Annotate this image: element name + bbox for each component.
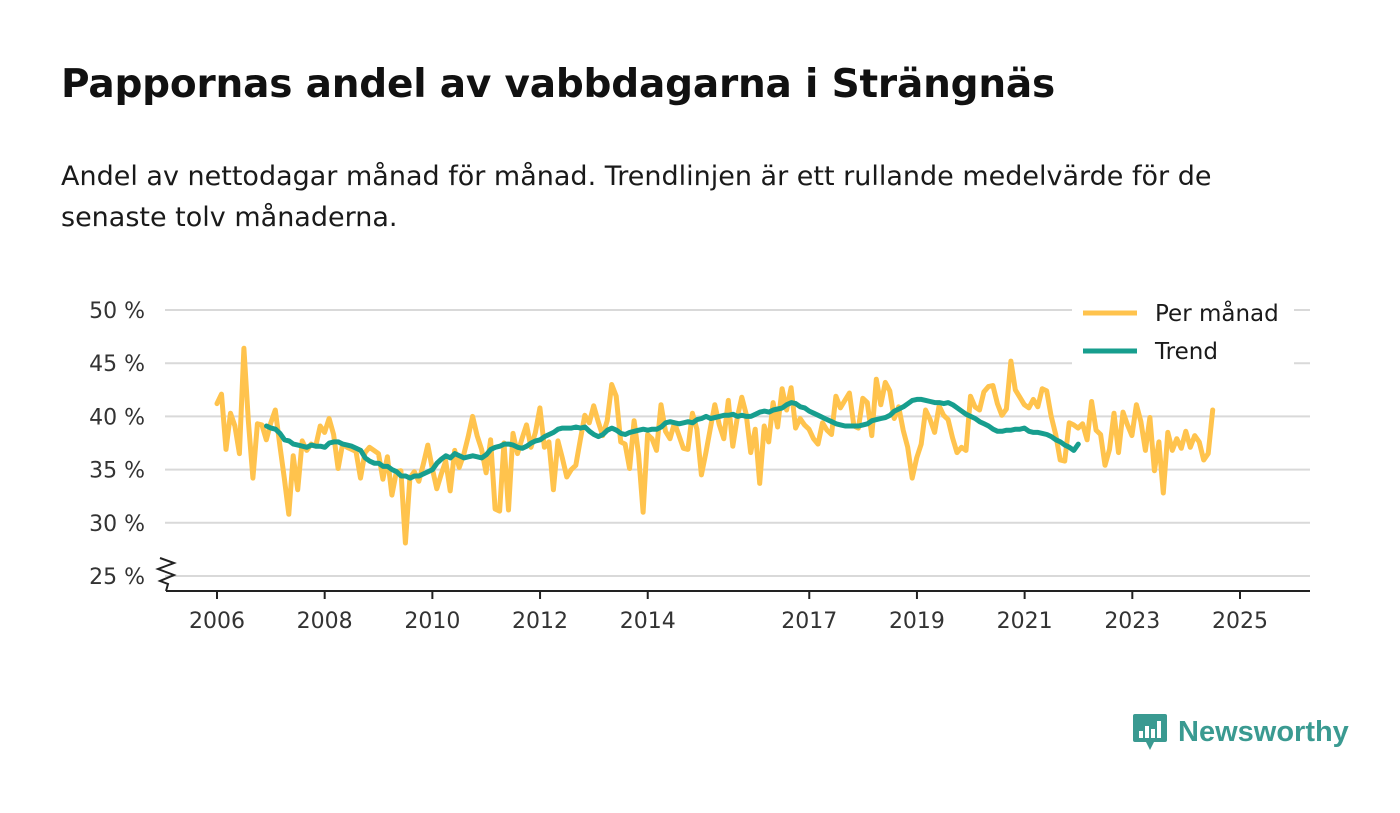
y-tick-label-30: 30 % (89, 512, 145, 537)
x-tick-label-2023: 2023 (1104, 609, 1160, 634)
axes: 25 % 30 % 35 % 40 % 45 % 50 % 2006 2008 2010 2012… (89, 299, 1310, 634)
x-tick-label-2017: 2017 (781, 609, 837, 634)
legend: Per månad Trend (1072, 292, 1294, 366)
series-line-trend (264, 396, 1081, 481)
x-tick-label-2012: 2012 (512, 609, 568, 634)
y-tick-label-35: 35 % (89, 459, 145, 484)
page-title: Pappornas andel av vabbdagarna i Strängn… (61, 62, 1056, 107)
x-tick-label-2008: 2008 (297, 609, 353, 634)
legend-label-0: Per månad (1155, 299, 1279, 327)
brand-name: Newsworthy (1178, 715, 1349, 748)
newsworthy-logo-icon (1133, 714, 1167, 750)
axis-break-icon (155, 557, 177, 592)
y-tick-label-50: 50 % (89, 299, 145, 324)
x-tick-label-2019: 2019 (889, 609, 945, 634)
chart-subtitle: Andel av nettodagar månad för månad. Tre… (61, 161, 1212, 233)
x-tick-label-2010: 2010 (404, 609, 460, 634)
series-lines (214, 345, 1216, 546)
x-tick-label-2014: 2014 (620, 609, 676, 634)
y-tick-label-40: 40 % (89, 405, 145, 430)
series-line-per-manad (214, 345, 1216, 546)
legend-background (1072, 292, 1294, 366)
brand-logo: Newsworthy (1132, 712, 1349, 752)
y-tick-label-25: 25 % (89, 565, 145, 590)
legend-label-1: Trend (1154, 339, 1218, 365)
x-tick-label-2021: 2021 (997, 609, 1053, 634)
y-tick-label-45: 45 % (89, 352, 145, 377)
x-tick-label-2025: 2025 (1212, 609, 1268, 634)
x-tick-label-2006: 2006 (189, 609, 245, 634)
